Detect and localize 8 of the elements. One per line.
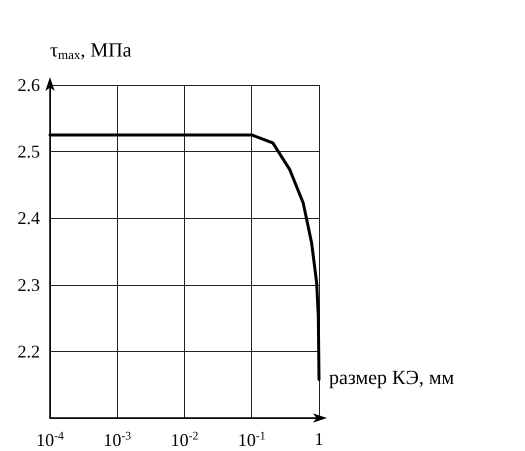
y-tick-label: 2.3 [18,274,40,295]
y-tick-label: 2.5 [18,142,40,162]
y-axis-title: τmax, МПа [50,40,132,62]
x-tick-label: 1 [314,429,324,449]
y-tick-label: 2.6 [18,75,40,95]
y-tick-label: 2.2 [18,341,40,362]
x-axis-title: размер КЭ, мм [329,367,454,389]
y-tick-label: 2.4 [18,208,40,228]
